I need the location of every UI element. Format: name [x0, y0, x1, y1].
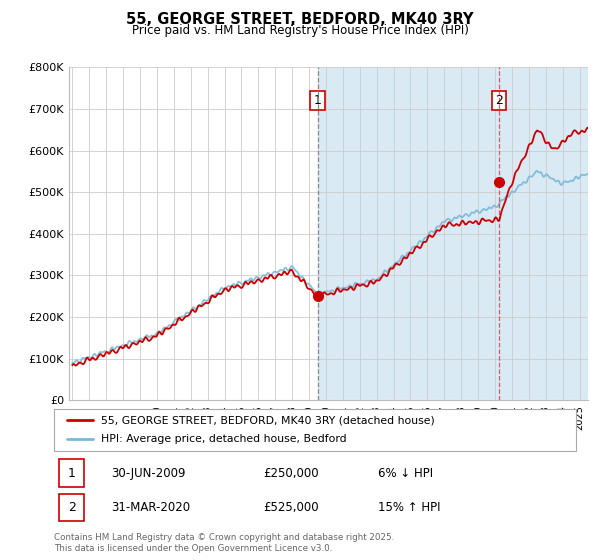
Text: HPI: Average price, detached house, Bedford: HPI: Average price, detached house, Bedf…: [101, 435, 347, 445]
FancyBboxPatch shape: [59, 493, 84, 521]
Text: 31-MAR-2020: 31-MAR-2020: [112, 501, 191, 514]
Text: 1: 1: [68, 466, 76, 480]
Text: 2: 2: [68, 501, 76, 514]
Text: 55, GEORGE STREET, BEDFORD, MK40 3RY: 55, GEORGE STREET, BEDFORD, MK40 3RY: [126, 12, 474, 27]
Text: 1: 1: [314, 94, 322, 107]
FancyBboxPatch shape: [54, 409, 576, 451]
Text: £525,000: £525,000: [263, 501, 319, 514]
Text: 15% ↑ HPI: 15% ↑ HPI: [377, 501, 440, 514]
FancyBboxPatch shape: [59, 459, 84, 487]
Text: 6% ↓ HPI: 6% ↓ HPI: [377, 466, 433, 480]
Text: 2: 2: [496, 94, 503, 107]
Text: 55, GEORGE STREET, BEDFORD, MK40 3RY (detached house): 55, GEORGE STREET, BEDFORD, MK40 3RY (de…: [101, 415, 435, 425]
Bar: [317, 67, 600, 400]
Text: Contains HM Land Registry data © Crown copyright and database right 2025.
This d: Contains HM Land Registry data © Crown c…: [54, 533, 394, 553]
Text: 30-JUN-2009: 30-JUN-2009: [112, 466, 186, 480]
Text: £250,000: £250,000: [263, 466, 319, 480]
Text: Price paid vs. HM Land Registry's House Price Index (HPI): Price paid vs. HM Land Registry's House …: [131, 24, 469, 37]
